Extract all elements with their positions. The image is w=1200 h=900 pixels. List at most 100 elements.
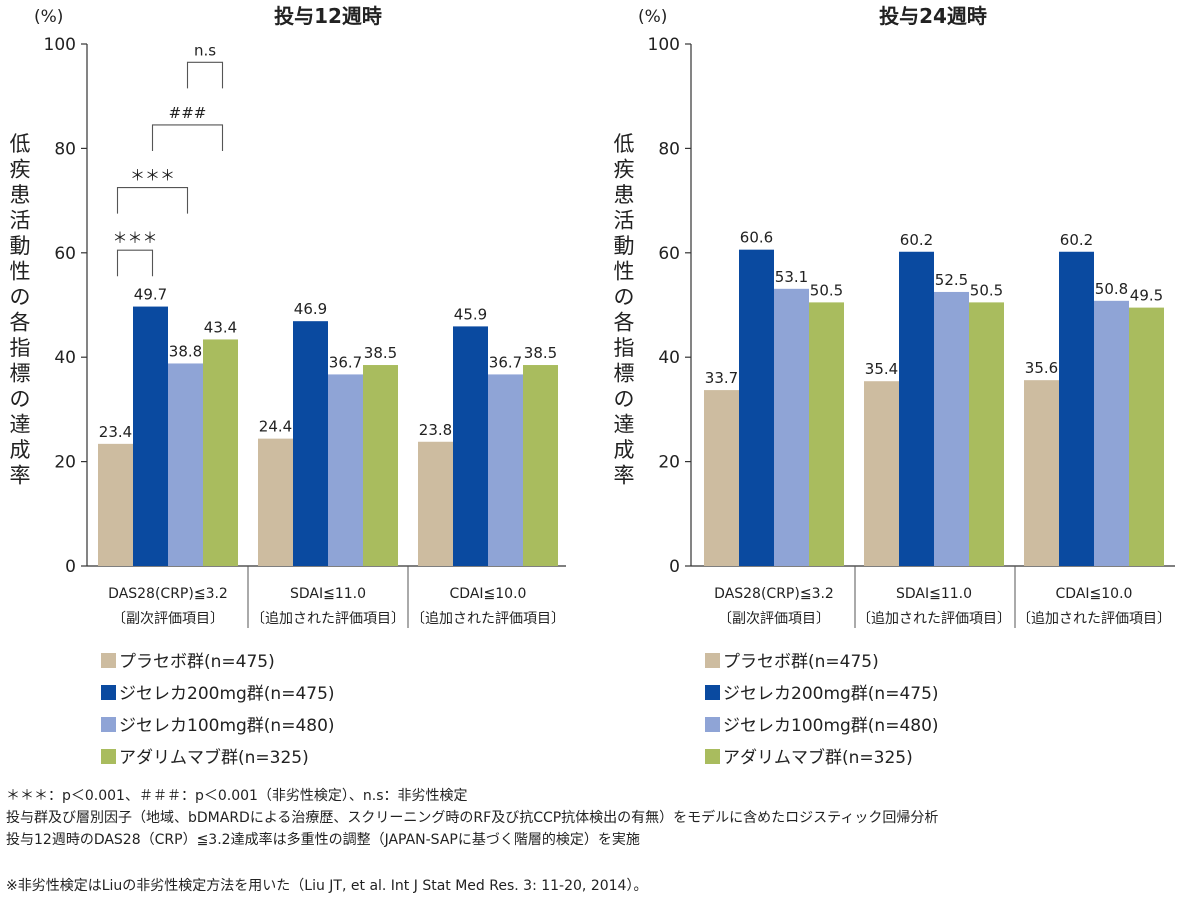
bar-value-label: 43.4: [204, 318, 237, 336]
category-label: DAS28(CRP)≦3.2: [714, 586, 834, 602]
chart-panel-2: 投与24週時 (%) 低疾患活動性の各指標の達成率 0 20 40 60 80 100 33.7 6…: [614, 4, 1175, 768]
bar-value-label: 38.5: [524, 344, 557, 362]
category-label: SDAI≦11.0: [290, 586, 366, 602]
bar-value-label: 60.2: [1060, 231, 1093, 249]
chart-panel-1: 投与12週時 (%) 低疾患活動性の各指標の達成率 0 20 40 60 80 100 23.4 4…: [10, 4, 566, 768]
category-sublabel: 〔追加された評価項目〕: [251, 611, 405, 627]
bar: [704, 390, 739, 566]
bar-value-label: 33.7: [705, 369, 738, 387]
bar: [453, 326, 488, 566]
bar: [864, 381, 899, 566]
legend-swatch: [101, 685, 116, 700]
y-tick-label: 100: [44, 35, 76, 55]
y-tick-label: 100: [648, 35, 680, 55]
significance-bracket: [116, 187, 189, 214]
category-label: DAS28(CRP)≦3.2: [108, 586, 228, 602]
legend-label: プラセボ群(n=475): [119, 652, 275, 672]
bar: [809, 302, 844, 566]
legend-swatch: [705, 653, 720, 668]
y-tick-label: 0: [65, 557, 76, 577]
legend-label: アダリムマブ群(n=325): [723, 747, 913, 768]
legend-label: ジセレカ200mg群(n=475): [723, 684, 939, 704]
bar-value-label: 53.1: [775, 268, 808, 286]
y-unit-label: (%): [638, 7, 667, 27]
bar: [774, 288, 809, 566]
bar-value-label: 35.6: [1025, 359, 1058, 377]
legend-swatch: [705, 685, 720, 700]
category-sublabel: 〔追加された評価項目〕: [411, 611, 565, 627]
bar-value-label: 45.9: [454, 305, 487, 323]
bar-value-label: 60.2: [900, 231, 933, 249]
chart-title: 投与12週時: [274, 4, 382, 28]
y-tick-label: 40: [658, 348, 680, 368]
significance-bracket: [186, 61, 224, 89]
bar: [203, 339, 238, 566]
category-label: CDAI≦10.0: [1056, 586, 1133, 602]
legend-label: ジセレカ200mg群(n=475): [119, 684, 335, 704]
bar-value-label: 52.5: [935, 271, 968, 289]
y-tick-label: 80: [54, 139, 76, 159]
legend-swatch: [101, 717, 116, 732]
bar-value-label: 38.5: [364, 344, 397, 362]
bar-value-label: 36.7: [329, 353, 362, 371]
bar-value-label: 46.9: [294, 300, 327, 318]
category-sublabel: 〔副次評価項目〕: [112, 611, 224, 627]
bar-value-label: 49.7: [134, 286, 167, 304]
significance-label: ＊＊＊: [130, 167, 175, 185]
significance-bracket: [116, 249, 154, 277]
bar: [363, 365, 398, 566]
y-tick-label: 60: [658, 244, 680, 264]
y-tick-label: 0: [669, 557, 680, 577]
footnote-model: 投与群及び層別因子（地域、bDMARDによる治療歴、スクリーニング時のRF及び抗…: [6, 810, 939, 826]
y-tick-label: 80: [658, 139, 680, 159]
bar: [969, 302, 1004, 566]
legend-swatch: [101, 653, 116, 668]
bar: [1059, 251, 1094, 567]
bar: [168, 363, 203, 566]
footnote-method: ※非劣性検定はLiuの非劣性検定方法を用いた（Liu JT, et al. In…: [6, 878, 648, 894]
category-label: SDAI≦11.0: [896, 586, 972, 602]
bar: [523, 365, 558, 566]
y-tick-label: 60: [54, 244, 76, 264]
category-sublabel: 〔追加された評価項目〕: [1017, 611, 1171, 627]
significance-label: n.s: [194, 41, 216, 59]
bar-value-label: 23.8: [419, 421, 452, 439]
bar-value-label: 23.4: [99, 423, 132, 441]
y-tick-label: 40: [54, 348, 76, 368]
bar: [133, 306, 168, 566]
bar: [293, 321, 328, 566]
legend-swatch: [101, 749, 116, 764]
y-tick-label: 20: [658, 453, 680, 473]
bar-value-label: 36.7: [489, 353, 522, 371]
bar-value-label: 38.8: [169, 342, 202, 360]
bar: [739, 249, 774, 566]
bar-value-label: 50.5: [970, 281, 1003, 299]
bar-value-label: 35.4: [865, 360, 898, 378]
bar: [488, 374, 523, 566]
bar: [1094, 300, 1129, 566]
legend-label: プラセボ群(n=475): [723, 652, 879, 672]
footnote-significance: ＊＊＊：p＜0.001、＃＃＃：p＜0.001（非劣性検定）、n.s：非劣性検定: [6, 788, 468, 804]
bar-value-label: 60.6: [740, 229, 773, 247]
bar: [1129, 307, 1164, 566]
y-unit-label: (%): [34, 7, 63, 27]
bar-value-label: 50.8: [1095, 280, 1128, 298]
bar: [934, 291, 969, 566]
significance-label: ＊＊＊: [112, 229, 157, 247]
significance-bracket: [151, 124, 224, 152]
significance-label: ###: [169, 104, 207, 122]
legend-swatch: [705, 717, 720, 732]
legend-label: ジセレカ100mg群(n=480): [119, 716, 335, 736]
bar: [328, 374, 363, 566]
category-sublabel: 〔追加された評価項目〕: [857, 611, 1011, 627]
bar: [98, 443, 133, 566]
bar: [258, 438, 293, 566]
bar-value-label: 24.4: [259, 418, 292, 436]
chart-title: 投与24週時: [879, 4, 987, 28]
bar: [899, 251, 934, 567]
y-axis-label: 低疾患活動性の各指標の達成率: [614, 132, 635, 488]
footnote-multiplicity: 投与12週時のDAS28（CRP）≦3.2達成率は多重性の調整（JAPAN-SA…: [6, 832, 640, 848]
y-axis-label: 低疾患活動性の各指標の達成率: [10, 132, 31, 488]
bar-value-label: 50.5: [810, 281, 843, 299]
